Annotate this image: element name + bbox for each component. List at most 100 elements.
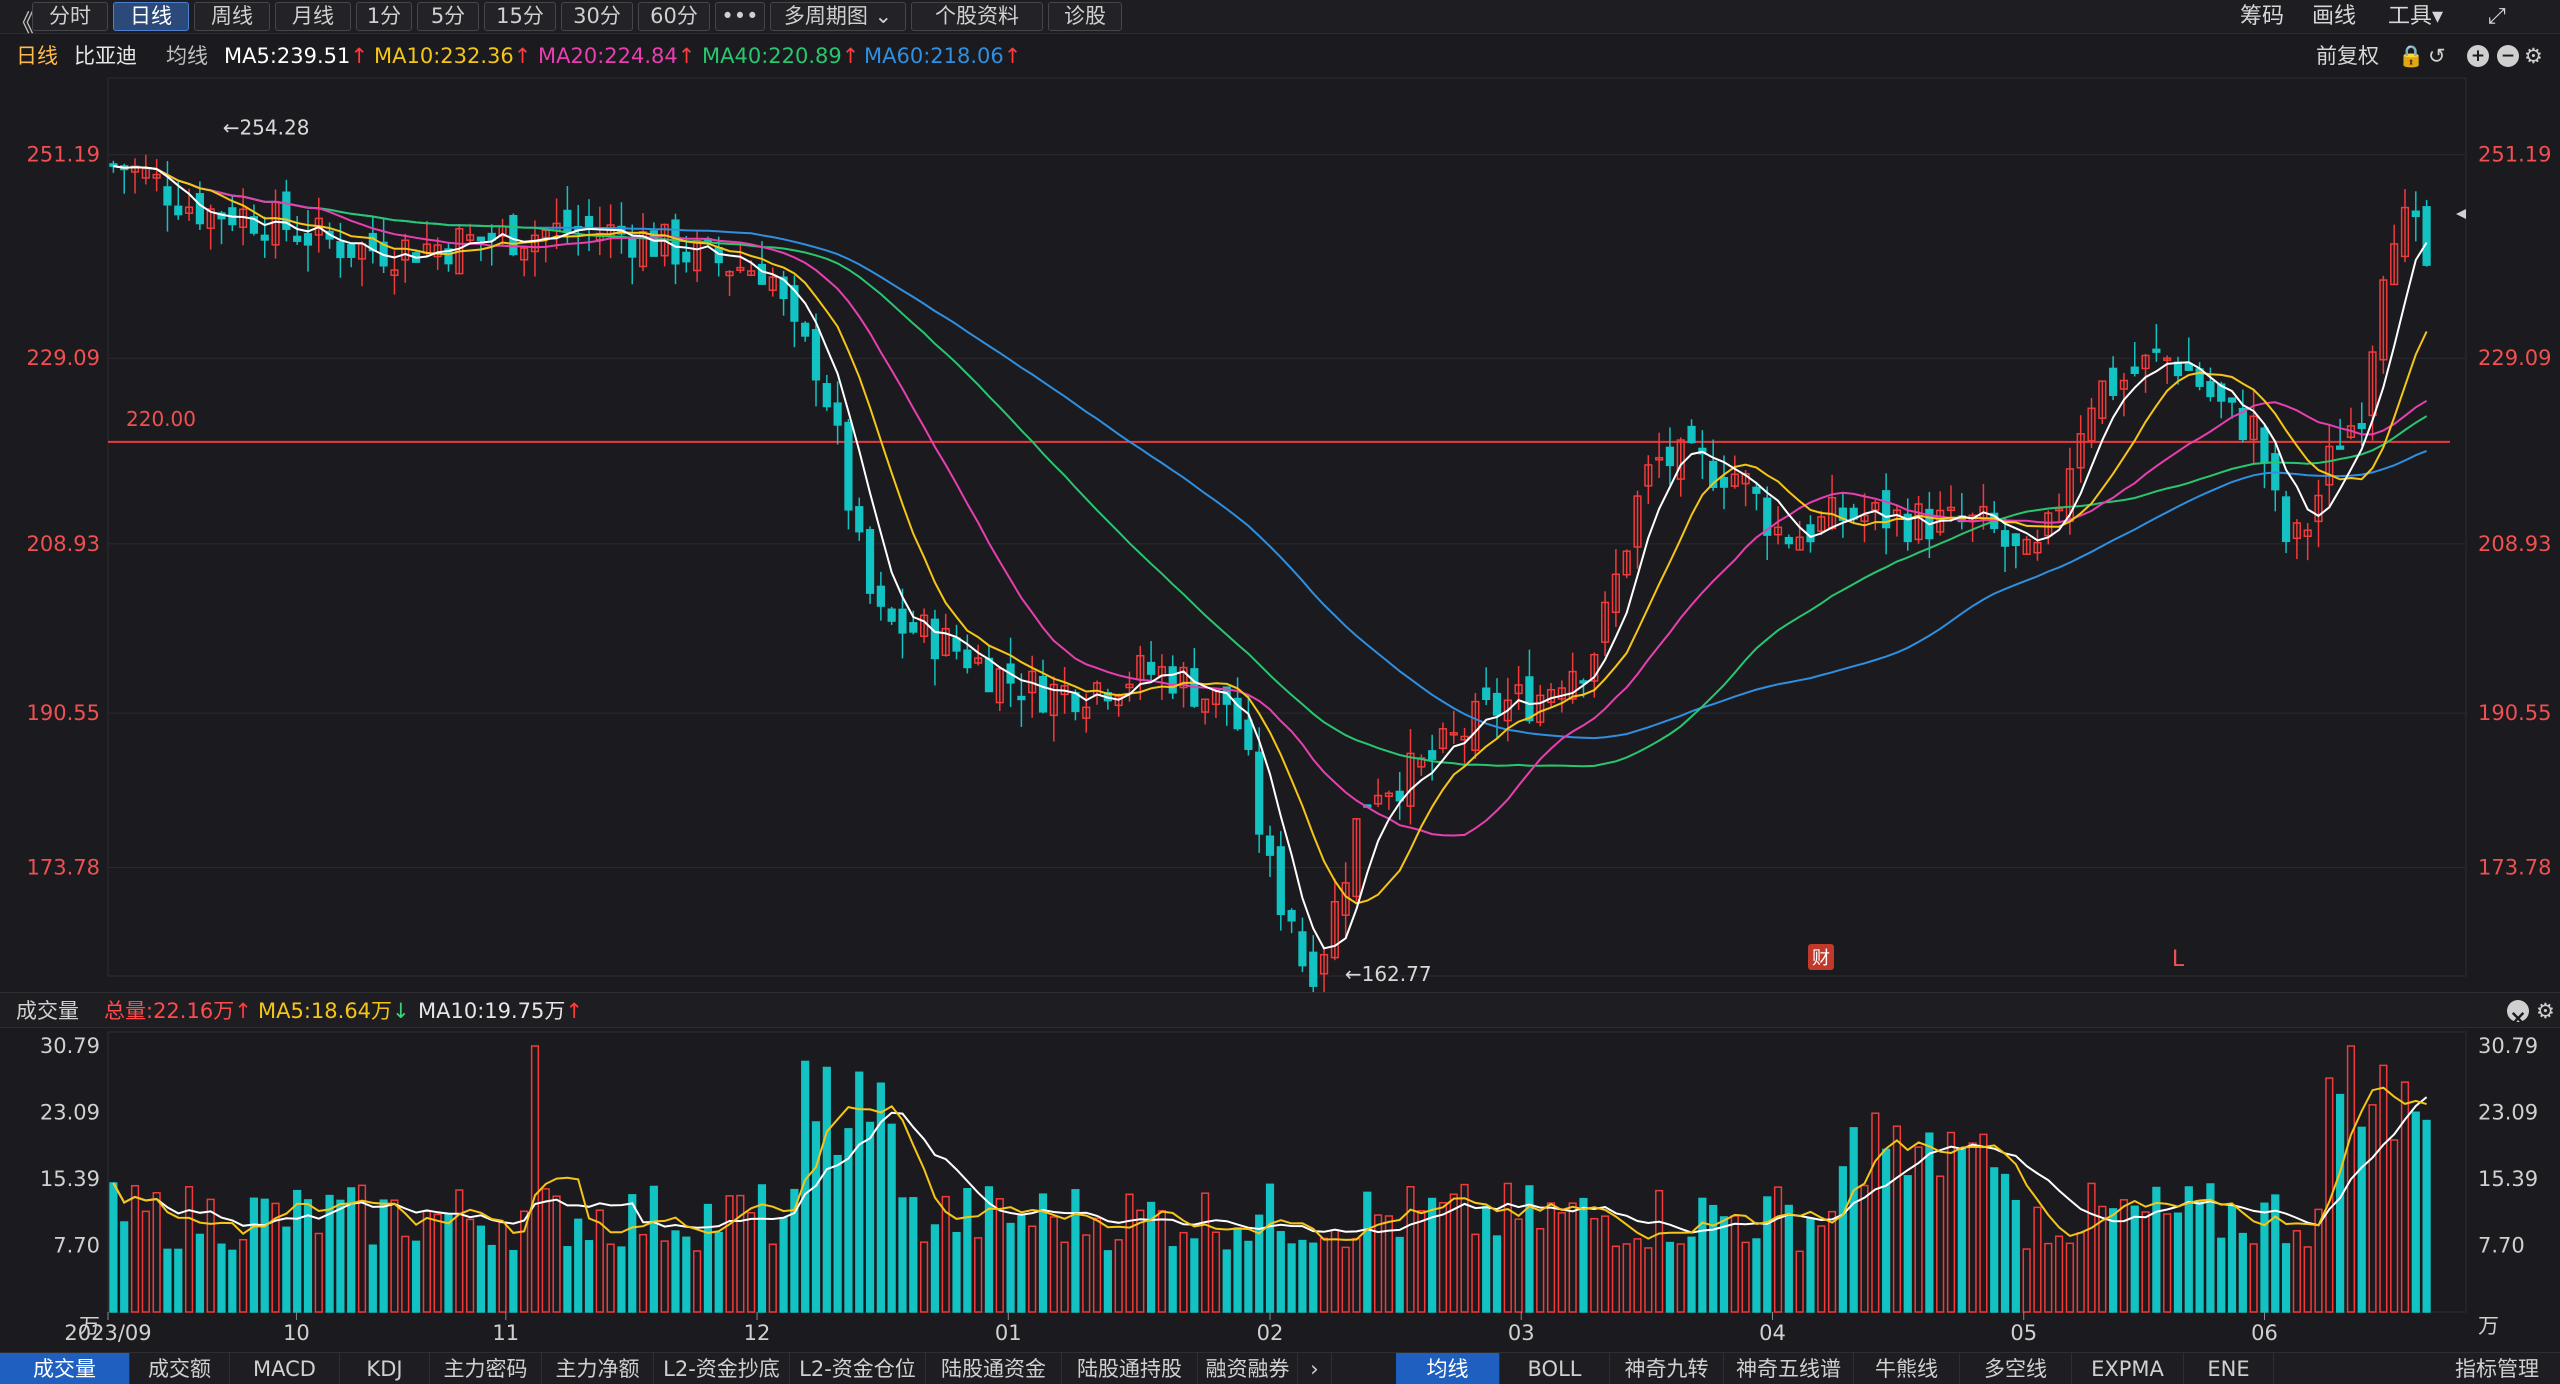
candle[interactable]: [2249, 415, 2258, 441]
volume-bar[interactable]: [563, 1246, 572, 1313]
volume-bar[interactable]: [1622, 1243, 1631, 1313]
volume-bar[interactable]: [1990, 1167, 1999, 1313]
period-button-0[interactable]: 分时: [32, 2, 108, 31]
candle[interactable]: [2238, 407, 2247, 441]
candle[interactable]: [487, 232, 496, 241]
volume-bar[interactable]: [2022, 1248, 2031, 1313]
candle[interactable]: [2173, 361, 2183, 377]
period-button-12[interactable]: 诊股: [1048, 2, 1122, 31]
candle[interactable]: [1655, 457, 1664, 461]
period-button-7[interactable]: 30分: [561, 2, 633, 31]
volume-bar[interactable]: [325, 1194, 334, 1313]
period-button-10[interactable]: 多周期图 ⌄: [770, 2, 906, 31]
period-button-4[interactable]: 1分: [356, 2, 412, 31]
candle[interactable]: [1644, 464, 1653, 487]
candle[interactable]: [2314, 494, 2323, 523]
candle[interactable]: [801, 322, 810, 337]
candle[interactable]: [1946, 506, 1956, 512]
financial-report-badge[interactable]: [1808, 944, 1834, 970]
candle[interactable]: [433, 244, 442, 258]
candle[interactable]: [736, 266, 745, 272]
volume-bar[interactable]: [1157, 1210, 1167, 1313]
volume-bar[interactable]: [671, 1230, 680, 1313]
draw-line-button[interactable]: 画线: [2312, 4, 2357, 29]
period-button-6[interactable]: 15分: [484, 2, 556, 31]
indicator-tab-2[interactable]: MACD: [230, 1353, 340, 1384]
volume-bar[interactable]: [1827, 1210, 1837, 1313]
volume-bar[interactable]: [1482, 1205, 1491, 1313]
candle[interactable]: [2011, 533, 2020, 547]
candle[interactable]: [1125, 683, 1134, 689]
candle[interactable]: [509, 214, 518, 256]
candle[interactable]: [747, 270, 756, 276]
volume-bar[interactable]: [2314, 1208, 2323, 1313]
volume-bar[interactable]: [1719, 1216, 1729, 1313]
candle[interactable]: [476, 236, 486, 241]
candle[interactable]: [887, 608, 896, 622]
volume-bar[interactable]: [541, 1188, 550, 1313]
candle[interactable]: [1773, 526, 1783, 536]
candle[interactable]: [2227, 397, 2237, 403]
volume-bar[interactable]: [1103, 1250, 1112, 1313]
volume-bar[interactable]: [1838, 1166, 1847, 1313]
candle[interactable]: [1449, 732, 1458, 736]
candle[interactable]: [1806, 524, 1815, 543]
volume-bar[interactable]: [1168, 1246, 1177, 1313]
candle[interactable]: [2033, 541, 2042, 554]
indicator-manage-button[interactable]: 指标管理: [2455, 1357, 2539, 1381]
volume-bar[interactable]: [714, 1231, 723, 1313]
volume-bar[interactable]: [1287, 1243, 1296, 1313]
volume-bar[interactable]: [1860, 1184, 1869, 1313]
candle[interactable]: [1709, 460, 1718, 489]
volume-bar[interactable]: [1006, 1222, 1015, 1313]
volume-bar[interactable]: [747, 1212, 756, 1313]
overlay-tab-7[interactable]: ENE: [2184, 1353, 2274, 1384]
volume-bar[interactable]: [260, 1198, 269, 1313]
candle[interactable]: [1676, 439, 1685, 480]
volume-bar[interactable]: [1330, 1229, 1339, 1313]
volume-bar[interactable]: [898, 1197, 907, 1313]
candle[interactable]: [1633, 495, 1642, 548]
volume-bar[interactable]: [2368, 1104, 2377, 1313]
candle[interactable]: [1201, 698, 1210, 713]
candle[interactable]: [2260, 427, 2269, 464]
candle[interactable]: [1373, 794, 1383, 805]
candle[interactable]: [1590, 653, 1599, 682]
volume-bar[interactable]: [1384, 1215, 1394, 1313]
volume-bar[interactable]: [1503, 1182, 1512, 1313]
candle[interactable]: [520, 247, 529, 261]
candle[interactable]: [898, 608, 907, 634]
candle[interactable]: [2303, 529, 2312, 538]
volume-bar[interactable]: [1514, 1218, 1523, 1313]
candle[interactable]: [2000, 530, 2010, 547]
volume-bar[interactable]: [444, 1212, 453, 1313]
volume-bar[interactable]: [1773, 1186, 1783, 1313]
period-button-9[interactable]: •••: [715, 2, 765, 31]
volume-bar[interactable]: [1222, 1249, 1231, 1313]
volume-bar[interactable]: [1525, 1185, 1534, 1313]
volume-bar[interactable]: [2076, 1232, 2085, 1313]
volume-bar[interactable]: [1957, 1148, 1966, 1313]
volume-bar[interactable]: [206, 1198, 215, 1313]
volume-bar[interactable]: [2109, 1208, 2118, 1313]
volume-bar[interactable]: [520, 1210, 529, 1313]
candle[interactable]: [2422, 206, 2431, 266]
candle[interactable]: [2076, 433, 2085, 469]
candle[interactable]: [1536, 694, 1545, 723]
candle[interactable]: [1298, 931, 1307, 967]
volume-bar[interactable]: [1795, 1250, 1804, 1313]
volume-bar[interactable]: [1979, 1133, 1988, 1313]
volume-bar[interactable]: [1633, 1238, 1642, 1313]
candle[interactable]: [347, 244, 356, 258]
candle[interactable]: [1460, 735, 1469, 741]
volume-bar[interactable]: [2336, 1093, 2345, 1313]
candle[interactable]: [1860, 514, 1869, 522]
volume-bar[interactable]: [865, 1121, 875, 1313]
candle[interactable]: [1557, 687, 1566, 700]
volume-bar[interactable]: [1341, 1246, 1350, 1313]
indicator-tab-4[interactable]: 主力密码: [430, 1353, 542, 1384]
volume-bar[interactable]: [2379, 1064, 2388, 1313]
volume-bar[interactable]: [1114, 1239, 1123, 1313]
volume-bar[interactable]: [1925, 1132, 1934, 1313]
candle[interactable]: [2087, 407, 2096, 442]
